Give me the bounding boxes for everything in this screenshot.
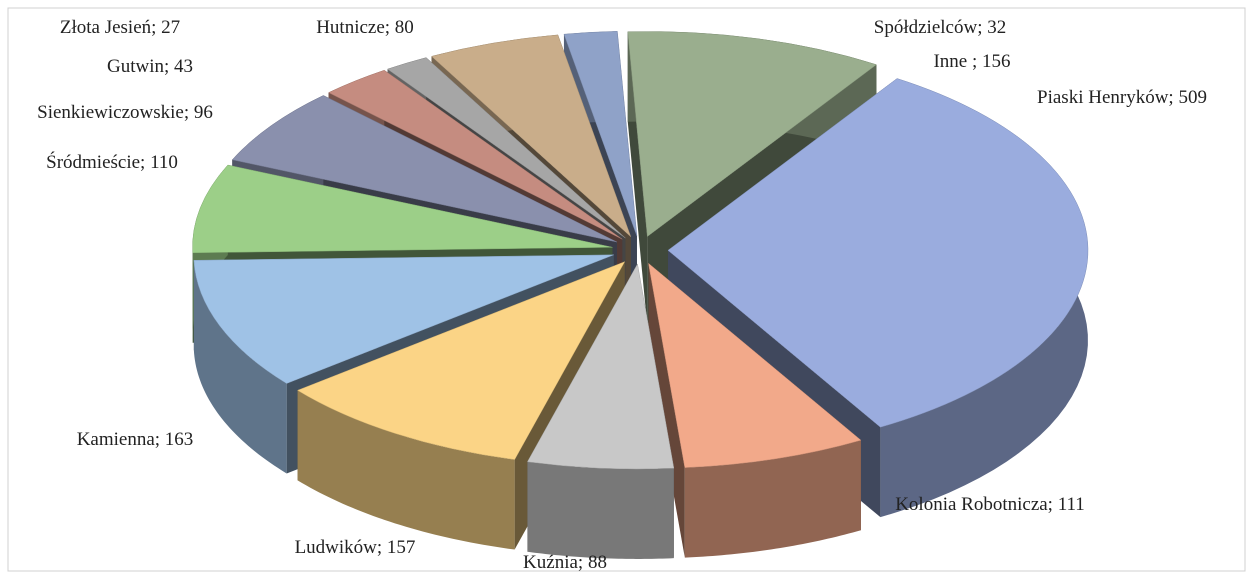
slice: [648, 262, 862, 468]
chart-border: [7, 7, 1246, 572]
data-label: Gutwin; 43: [106, 56, 194, 78]
data-label: Złota Jesień; 27: [59, 17, 181, 39]
data-label: Ludwików; 157: [294, 537, 416, 559]
data-label: Spółdzielców; 32: [873, 17, 1007, 39]
data-label: Sienkiewiczowskie; 96: [37, 102, 213, 124]
slice-wall: [193, 260, 287, 474]
slice-wall: [297, 390, 515, 550]
slice: [231, 95, 618, 243]
data-label: Hutnicze; 80: [316, 17, 414, 39]
data-label: Piaski Henryków; 509: [1037, 87, 1207, 109]
slice-wall: [527, 461, 674, 559]
data-label: Kuźnia; 88: [523, 552, 607, 574]
data-label: Inne ; 156: [933, 51, 1011, 73]
slice-side: [648, 263, 685, 558]
data-label: Kolonia Robotnicza; 111: [895, 494, 1085, 516]
slice: [386, 57, 626, 239]
slice: [527, 263, 675, 470]
slice: [328, 69, 623, 240]
data-label: Śródmieście; 110: [46, 152, 178, 174]
slice: [192, 164, 613, 254]
slice: [297, 261, 626, 460]
slice: [431, 34, 632, 237]
slice-wall: [684, 440, 861, 558]
slice: [563, 31, 638, 237]
slice: [193, 254, 614, 384]
slice: [667, 78, 1089, 428]
data-label: Kamienna; 163: [76, 429, 194, 451]
slice: [627, 31, 877, 237]
